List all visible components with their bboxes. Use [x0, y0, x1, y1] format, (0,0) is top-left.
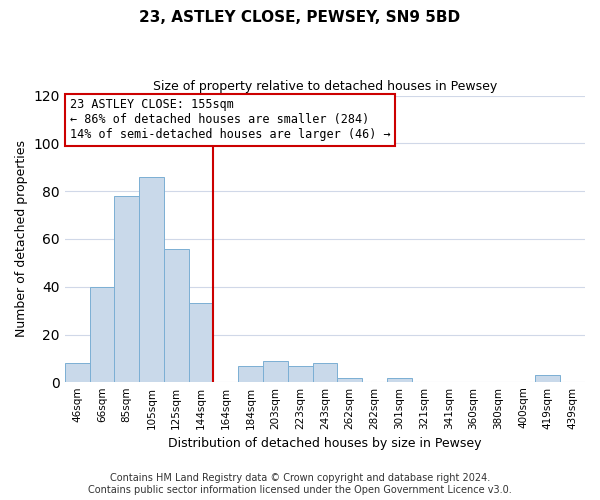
Text: 23, ASTLEY CLOSE, PEWSEY, SN9 5BD: 23, ASTLEY CLOSE, PEWSEY, SN9 5BD — [139, 10, 461, 25]
Bar — [188, 304, 214, 382]
Bar — [337, 378, 362, 382]
Bar — [263, 361, 288, 382]
Bar — [387, 378, 412, 382]
Bar — [139, 177, 164, 382]
Bar — [65, 364, 89, 382]
Title: Size of property relative to detached houses in Pewsey: Size of property relative to detached ho… — [153, 80, 497, 93]
Bar — [313, 364, 337, 382]
Y-axis label: Number of detached properties: Number of detached properties — [15, 140, 28, 338]
Bar — [115, 196, 139, 382]
Bar — [238, 366, 263, 382]
Bar — [535, 375, 560, 382]
Bar — [288, 366, 313, 382]
Bar — [89, 287, 115, 382]
X-axis label: Distribution of detached houses by size in Pewsey: Distribution of detached houses by size … — [168, 437, 482, 450]
Text: Contains HM Land Registry data © Crown copyright and database right 2024.
Contai: Contains HM Land Registry data © Crown c… — [88, 474, 512, 495]
Bar — [164, 248, 188, 382]
Text: 23 ASTLEY CLOSE: 155sqm
← 86% of detached houses are smaller (284)
14% of semi-d: 23 ASTLEY CLOSE: 155sqm ← 86% of detache… — [70, 98, 391, 142]
